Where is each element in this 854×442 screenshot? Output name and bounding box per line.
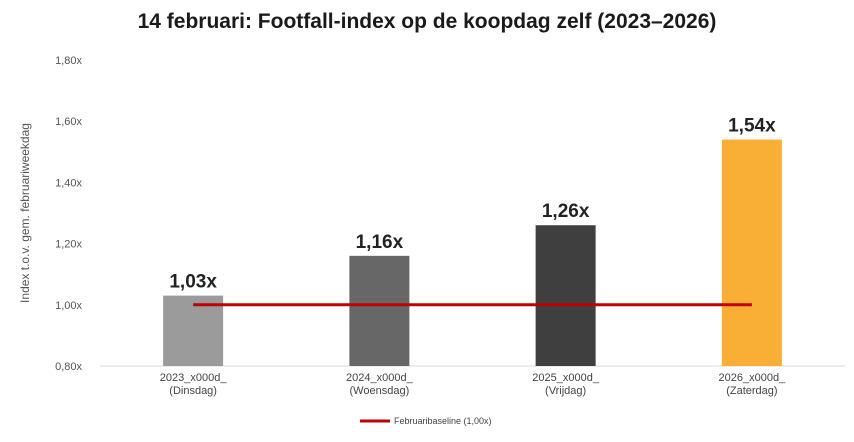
category-label: 2026_x000d_ [719,372,787,384]
bar [535,225,596,366]
y-axis-title: Index t.o.v. gem. februariweekdag [18,123,32,303]
y-tick-label: 1,40x [55,177,82,189]
bar [349,255,410,366]
data-label: 1,03x [169,272,217,293]
data-label: 1,26x [542,201,590,222]
y-tick-label: 1,60x [55,116,82,128]
data-label: 1,16x [356,232,404,253]
category-label: (Woensdag) [350,385,410,397]
y-tick-label: 1,00x [55,300,82,312]
chart-title: 14 februari: Footfall-index op de koopda… [137,10,717,33]
category-label: 2023_x000d_ [160,372,228,384]
data-label: 1,54x [728,116,776,137]
category-label: 2025_x000d_ [532,372,600,384]
legend-label-baseline: Februaribaseline (1,00x) [394,416,492,426]
category-label: (Dinsdag) [169,385,217,397]
bar [163,295,224,366]
bar [721,139,782,366]
y-tick-label: 0,80x [55,361,82,373]
category-label: (Vrijdag) [545,385,586,397]
category-label: 2024_x000d_ [346,372,414,384]
category-label: (Zaterdag) [726,385,777,397]
y-tick-label: 1,20x [55,239,82,251]
y-tick-label: 1,80x [55,55,82,67]
